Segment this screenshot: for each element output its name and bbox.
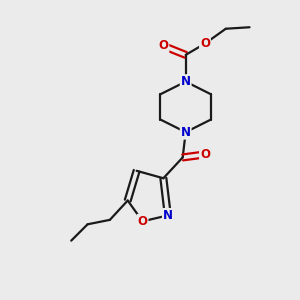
Text: O: O	[158, 40, 168, 52]
Text: N: N	[181, 75, 191, 88]
Text: O: O	[200, 148, 210, 161]
Text: N: N	[181, 126, 191, 139]
Text: O: O	[138, 215, 148, 228]
Text: O: O	[200, 37, 210, 50]
Text: N: N	[163, 209, 173, 222]
